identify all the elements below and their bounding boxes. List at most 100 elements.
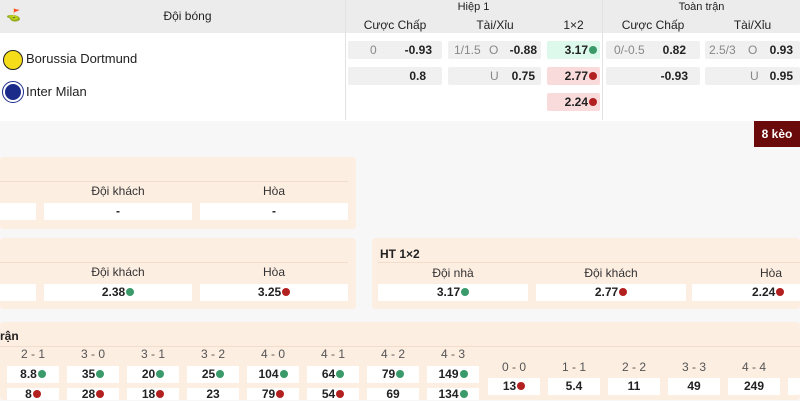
odds-value: 3.25 [257,285,282,299]
odds-value: 2.24 [752,285,776,299]
score-label: 3 - 1 [140,347,165,361]
odds-cell[interactable]: - [44,203,192,220]
odds-cell[interactable]: 79 [367,366,419,383]
odds-cell[interactable]: 3.25 [200,284,348,301]
side: U [490,69,499,83]
more-odds-button[interactable]: 8 kèo [754,121,800,147]
ht-1x2-panel: HT 1×2 Đội nhà Đội khách Hòa 3.17 2.77 2… [372,238,800,309]
market-panel: Đội khách Hòa - - [0,157,356,229]
correct-score-panel: rận 2 - 1 8.8 8 3 - 0 35 28 3 - 1 20 18 3 - 2 25 23… [0,322,800,400]
col-label: Đội khách [584,266,638,280]
odds-value: 249 [743,379,765,393]
odds-value: 23 [206,387,220,401]
odds-value: 134 [438,387,459,401]
odds-cell[interactable] [0,284,36,301]
odds-cell[interactable]: U 0.75 [448,67,541,85]
odds-value: 0.95 [769,69,793,83]
arrow-up-icon [156,370,165,378]
odds-cell[interactable]: - [200,203,348,220]
score-label: 1 - 1 [561,360,586,374]
odds-cell[interactable]: 18 [127,388,179,400]
score-label: 4 - 3 [440,347,465,361]
arrow-down-icon [589,98,597,106]
col-label: Hòa [760,266,783,280]
panel-title: rận [0,329,19,343]
team-column-header: Đội bóng [163,9,212,23]
odds-cell[interactable]: 104 [247,366,299,383]
odds-value: 49 [687,379,701,393]
arrow-down-icon [589,72,597,80]
odds-cell[interactable] [788,378,800,395]
odds-cell[interactable]: 79 [247,388,299,400]
odds-value: 5.4 [565,379,583,393]
odds-value: 104 [258,367,279,381]
odds-cell[interactable] [0,203,36,220]
score-label: 4 - 4 [741,360,766,374]
ft-ou-header: Tài/Xỉu [733,18,772,32]
odds-value: 13 [502,379,517,393]
team-name-home[interactable]: Borussia Dortmund [26,51,138,66]
market-panel: Đội khách Hòa 2.38 3.25 [0,238,356,309]
odds-cell[interactable]: 13 [488,378,540,395]
odds-cell[interactable]: 28 [67,388,119,400]
arrow-up-icon [396,370,405,378]
odds-value: 79 [381,367,396,381]
odds-cell[interactable]: 2.77 [536,284,686,301]
arrow-down-icon [156,390,165,398]
odds-value: 28 [81,387,96,401]
odds-cell[interactable]: 134 [427,388,479,400]
arrow-down-icon [276,390,285,398]
odds-value: 69 [386,387,400,401]
arrow-down-icon [32,390,41,398]
odds-cell[interactable]: 23 [187,388,239,400]
col-label: Hòa [262,265,285,279]
arrow-down-icon [336,390,345,398]
odds-cell[interactable]: 3.17 [547,41,600,59]
odds-cell[interactable]: 149 [427,366,479,383]
odds-cell[interactable]: 5.4 [548,378,600,395]
team-name-away[interactable]: Inter Milan [26,84,87,99]
odds-value: 2.38 [101,285,126,299]
odds-cell[interactable]: 0 -0.93 [348,41,442,59]
odds-cell[interactable]: 249 [728,378,780,395]
odds-cell[interactable]: -0.93 [606,67,700,85]
odds-cell[interactable]: U 0.95 [705,67,800,85]
score-label: 4 - 0 [260,347,285,361]
odds-value: 54 [321,387,336,401]
odds-cell[interactable]: 2.24 [692,284,800,301]
odds-value: 79 [261,387,276,401]
col-label: Đội nhà [432,266,474,280]
odds-value: 0.82 [662,43,686,57]
arrow-down-icon [96,390,105,398]
odds-cell[interactable]: 25 [187,366,239,383]
odds-cell[interactable]: 2.24 [547,93,600,111]
score-label: 3 - 2 [200,347,225,361]
score-label: 2 - 1 [20,347,45,361]
odds-cell[interactable]: 2.77 [547,67,600,85]
odds-cell[interactable]: 20 [127,366,179,383]
odds-cell[interactable]: 64 [307,366,359,383]
panel-title: HT 1×2 [380,247,420,261]
side: U [750,69,759,83]
odds-cell[interactable]: 54 [307,388,359,400]
odds-cell[interactable]: 1/1.5 O -0.88 [448,41,541,59]
arrow-up-icon [461,288,470,296]
odds-cell[interactable]: 0/-0.5 0.82 [606,41,700,59]
odds-cell[interactable]: 35 [67,366,119,383]
odds-cell[interactable]: 8.8 [7,366,59,383]
table-header [0,0,800,33]
score-label: 3 - 3 [681,360,706,374]
arrow-down-icon [517,382,526,390]
odds-cell[interactable]: 8 [7,388,59,400]
odds-cell[interactable]: 0.8 [348,67,442,85]
odds-cell[interactable]: 2.38 [44,284,192,301]
odds-cell[interactable]: 11 [608,378,660,395]
odds-cell[interactable]: 3.17 [378,284,528,301]
odds-cell[interactable]: 2.5/3 O 0.93 [705,41,800,59]
odds-value: 35 [81,367,96,381]
arrow-up-icon [459,390,468,398]
odds-cell[interactable]: 69 [367,388,419,400]
arrow-down-icon [776,288,785,296]
odds-cell[interactable]: 49 [668,378,720,395]
inter-logo-icon [2,81,24,103]
